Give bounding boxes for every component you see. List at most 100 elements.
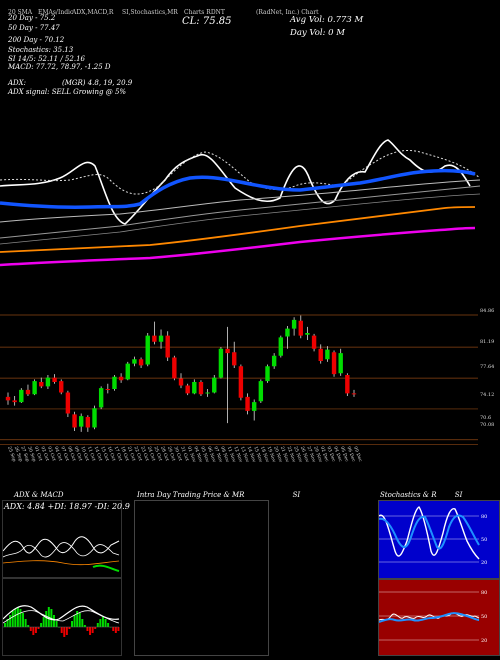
candle-body <box>125 363 130 380</box>
si-line-blue <box>379 612 480 623</box>
macd-bar <box>4 623 6 627</box>
macd-bar <box>42 617 45 627</box>
sma200-label: 200 Day - 70.12 <box>8 36 65 44</box>
date-label: 03 Dec <box>326 446 337 463</box>
date-label: 04 Dec <box>332 446 343 463</box>
ma-gray-1 <box>0 179 481 223</box>
price-label: 84.86 <box>480 308 495 314</box>
candle-body <box>158 335 164 342</box>
candle-body <box>258 381 264 402</box>
ma-gray-3 <box>0 193 481 245</box>
macd-bar <box>68 627 71 629</box>
date-label: 04 Nov <box>192 446 203 464</box>
date-label: 05 Dec <box>339 446 350 463</box>
day-vol-label: Day Vol: 0 M <box>290 28 345 38</box>
date-label: 21 Nov <box>279 446 290 464</box>
price-label: 70.08 <box>480 422 495 428</box>
avg-vol-label: Avg Vol: 0.773 M <box>290 15 364 25</box>
si-label: SI 14/5: 52.11 / 52.16 <box>8 55 85 63</box>
adx-signal: ADX signal: SELL Growing @ 5% <box>8 88 127 96</box>
candle-body <box>185 385 190 394</box>
candle-body <box>285 328 290 337</box>
macd-bar <box>60 627 63 633</box>
stochastics-panel: 80 50 20 <box>378 500 500 579</box>
date-label: 27 Nov <box>306 446 317 464</box>
candle-body <box>45 377 51 387</box>
candle-body <box>92 408 97 428</box>
adx-value: ADX: 4.84 +DI: 18.97 -DI: 20.9 <box>4 502 130 511</box>
date-label: 05 Nov <box>199 446 210 464</box>
candle-body <box>338 353 343 374</box>
date-label: 09 Oct <box>73 446 84 462</box>
header-item: SI,Stochastics,MR <box>122 9 178 16</box>
header-item: Charts RDNT <box>184 9 225 16</box>
candle-body <box>238 366 244 398</box>
plus-di-text: +DI: 18.97 <box>47 502 92 511</box>
date-label: 19 Nov <box>266 446 277 464</box>
macd-bar <box>32 627 35 635</box>
stoch-title-text: Stochastics & R <box>380 491 437 499</box>
date-label: 14 Oct <box>93 446 104 462</box>
candle-body <box>165 335 170 358</box>
sma50-label: 50 Day - 77.47 <box>8 24 60 32</box>
macd-bar <box>96 623 99 627</box>
date-label: 23 Oct <box>139 446 150 462</box>
si-line-white <box>379 612 480 621</box>
candle-body <box>192 382 197 394</box>
date-label: 02 Dec <box>319 446 330 463</box>
date-label: 15 Nov <box>252 446 263 464</box>
ma-white-dotted <box>0 149 481 195</box>
macd-bar <box>94 627 97 629</box>
candle-body <box>25 389 31 395</box>
sma20-label: 20 Day - 75.2 <box>8 14 56 22</box>
stoch-tick-50: 50 <box>481 537 487 543</box>
date-label: 03 Oct <box>46 446 57 462</box>
candle-body <box>278 337 284 356</box>
candle-body <box>205 392 210 394</box>
macd-bar <box>55 621 58 627</box>
date-label: 27 Sep <box>19 446 30 463</box>
candle-body <box>345 375 350 394</box>
macd-panel <box>2 578 122 656</box>
date-label: 30 Sep <box>26 446 37 463</box>
date-label: 08 Oct <box>66 446 77 462</box>
date-label: 30 Oct <box>172 446 183 462</box>
macd-bar <box>81 619 84 627</box>
macd-bar <box>52 615 55 627</box>
ma-blue <box>0 168 476 210</box>
candle-body <box>325 349 330 360</box>
candle-body <box>351 393 357 395</box>
date-label: 04 Oct <box>53 446 64 462</box>
date-label: 22 Oct <box>133 446 144 462</box>
date-label: 24 Oct <box>146 446 157 462</box>
close-label: CL: 75.85 <box>182 16 232 27</box>
moving-average-chart <box>0 139 481 267</box>
date-label: 25 Sep <box>6 446 17 463</box>
macd-bar <box>76 611 79 627</box>
date-label: 02 Oct <box>39 446 50 462</box>
macd-bar <box>112 627 115 631</box>
date-label: 08 Nov <box>219 446 230 464</box>
minus-di-line <box>3 542 120 558</box>
date-label: 22 Nov <box>286 446 297 464</box>
header-item: EMAs/Indic <box>38 9 74 16</box>
minus-di-text: -DI: 20.9 <box>94 502 130 511</box>
candle-body <box>232 352 237 366</box>
date-label: 28 Oct <box>159 446 170 462</box>
candle-body <box>78 416 84 427</box>
candle-body <box>98 388 104 408</box>
header-item: ADX,MACD,R <box>72 9 114 16</box>
adx-label: ADX: <box>8 79 27 87</box>
date-label: 01 Oct <box>33 446 44 462</box>
si-panel: 80 50 20 <box>378 579 500 656</box>
price-label: 81.19 <box>480 339 495 345</box>
intraday-title-text: Intra Day Trading Price & MR <box>137 491 245 499</box>
candle-body <box>245 396 250 411</box>
stoch-title-suffix: SI <box>454 491 463 499</box>
stoch-d-line <box>379 514 480 550</box>
candle-body <box>112 376 117 389</box>
date-label: 31 Oct <box>179 446 190 462</box>
candle-body <box>105 389 111 390</box>
candle-body <box>132 359 137 364</box>
